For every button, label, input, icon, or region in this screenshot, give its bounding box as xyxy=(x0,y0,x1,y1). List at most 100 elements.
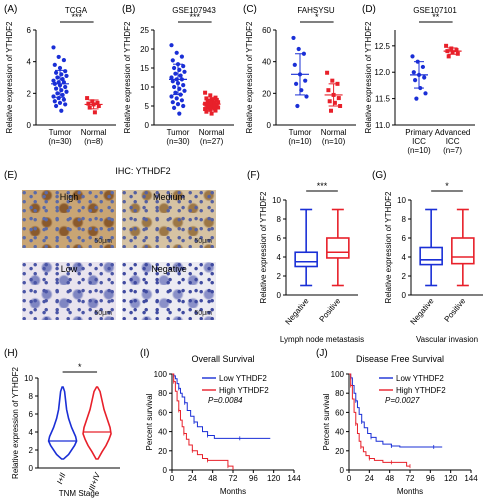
x-category-n: (n=10) xyxy=(288,137,312,146)
x-tick-label: 0 xyxy=(170,474,175,483)
panel-letter: (J) xyxy=(316,348,328,359)
x-category-label: I+II xyxy=(55,471,68,485)
chart-title: Disease Free Survival xyxy=(356,354,444,364)
data-point xyxy=(203,107,208,112)
chart-G-y-tick-label: 8 xyxy=(402,215,407,224)
ihc-tissue-texture xyxy=(22,190,116,248)
scale-bar-label: 50μm xyxy=(194,310,212,317)
p-value-label: P=0.0027 xyxy=(385,396,420,405)
chart-G-y-tick-label: 10 xyxy=(397,196,406,205)
data-point xyxy=(172,105,177,110)
ihc-tile-label: High xyxy=(59,192,79,202)
data-point xyxy=(179,98,184,103)
significance-label: * xyxy=(78,362,82,372)
chart-D-y-tick-label: 12.0 xyxy=(374,68,390,77)
chart-H-y-tick-label: 0 xyxy=(29,464,34,473)
chart-I-y-tick-label: 40 xyxy=(158,428,167,437)
ihc-tile-label: Low xyxy=(60,264,78,274)
ihc-tissue-texture xyxy=(122,190,216,248)
x-category-n: (n=7) xyxy=(443,146,462,155)
x-category-n: (n=27) xyxy=(200,137,224,146)
box xyxy=(451,237,475,265)
chart-title: Overall Survival xyxy=(191,354,254,364)
x-category-n: (n=30) xyxy=(166,137,190,146)
data-point xyxy=(209,111,214,116)
ihc-tile-label: Negative xyxy=(151,264,187,274)
chart-B-y-tick-label: 20 xyxy=(140,45,149,54)
data-point xyxy=(51,78,56,83)
y-axis-label: Percent survival xyxy=(145,393,154,450)
chart-title: TCGA xyxy=(65,6,88,15)
panel-letter: (A) xyxy=(4,4,17,15)
x-category-label: Normal xyxy=(81,128,107,137)
x-category-label: Normal xyxy=(199,128,225,137)
chart-H-y-tick-label: 2 xyxy=(29,446,34,455)
chart-B-y-tick-label: 25 xyxy=(140,26,149,35)
legend-label: Low YTHDF2 xyxy=(396,374,444,383)
y-axis-label: Relative expression of YTHDF2 xyxy=(5,21,14,133)
x-tick-label: 72 xyxy=(406,474,415,483)
panel-letter: (C) xyxy=(243,4,257,15)
data-point xyxy=(325,70,330,75)
x-tick-label: 120 xyxy=(444,474,458,483)
data-point xyxy=(61,97,66,102)
x-tick-label: 120 xyxy=(267,474,281,483)
data-point xyxy=(329,108,333,113)
y-axis-label: Relative expression of YTHDF2 xyxy=(259,191,268,303)
chart-I-y-tick-label: 100 xyxy=(154,370,168,379)
data-point xyxy=(63,102,68,107)
data-point xyxy=(414,96,419,101)
ihc-image-low: Low 50μm xyxy=(22,262,116,320)
data-point xyxy=(54,70,59,75)
x-category-label: Normal xyxy=(321,128,347,137)
data-point xyxy=(174,50,179,55)
chart-C-y-tick-label: 60 xyxy=(262,26,271,35)
violin-shape xyxy=(47,386,78,460)
data-point xyxy=(55,91,60,96)
chart-G-y-tick-label: 4 xyxy=(402,253,407,262)
data-point xyxy=(95,100,100,105)
data-point xyxy=(295,103,300,109)
chart-J-y-tick-label: 60 xyxy=(335,408,344,417)
data-point xyxy=(303,78,308,83)
data-point xyxy=(60,92,65,98)
scale-bar-label: 50μm xyxy=(194,238,212,245)
data-point xyxy=(208,93,213,98)
data-point xyxy=(59,108,64,113)
x-category-label: ICC xyxy=(446,137,460,146)
chart-title: FAHSYSU xyxy=(297,6,335,15)
data-point xyxy=(181,83,186,88)
x-axis-label: Months xyxy=(220,487,246,496)
x-category-label: ICC xyxy=(412,137,426,146)
data-point xyxy=(54,103,59,109)
chart-F-y-tick-label: 0 xyxy=(277,291,282,300)
x-tick-label: 96 xyxy=(249,474,258,483)
chart-F-y-tick-label: 8 xyxy=(277,215,282,224)
data-point xyxy=(304,94,309,99)
data-point xyxy=(454,48,459,53)
x-category-n: (n=10) xyxy=(407,146,431,155)
significance-label: *** xyxy=(317,181,328,191)
panel-letter: (D) xyxy=(362,4,376,15)
x-tick-label: 0 xyxy=(347,474,352,483)
data-point xyxy=(455,51,460,56)
data-point xyxy=(57,100,63,105)
ihc-image-negative: Negative 50μm xyxy=(122,262,216,320)
data-point xyxy=(216,100,221,105)
chart-I-y-tick-label: 20 xyxy=(158,447,167,456)
chart-F-y-tick-label: 10 xyxy=(272,196,281,205)
y-axis-label: Relative expression of YTHDF2 xyxy=(364,21,373,133)
ihc-tile-label: Medium xyxy=(152,192,185,202)
data-point xyxy=(413,78,418,83)
scale-bar-label: 50μm xyxy=(94,310,112,317)
y-axis-label: Relative expression of YTHDF2 xyxy=(245,21,254,133)
chart-J-y-tick-label: 80 xyxy=(335,389,344,398)
chart-C-y-tick-label: 0 xyxy=(267,121,272,130)
chart-H-y-tick-label: 6 xyxy=(29,410,34,419)
ihc-image-medium: Medium 50μm xyxy=(122,190,216,248)
x-tick-label: 48 xyxy=(385,474,394,483)
data-point xyxy=(420,64,425,70)
survival-curve xyxy=(172,373,271,439)
x-category-label: Tumor xyxy=(289,128,312,137)
